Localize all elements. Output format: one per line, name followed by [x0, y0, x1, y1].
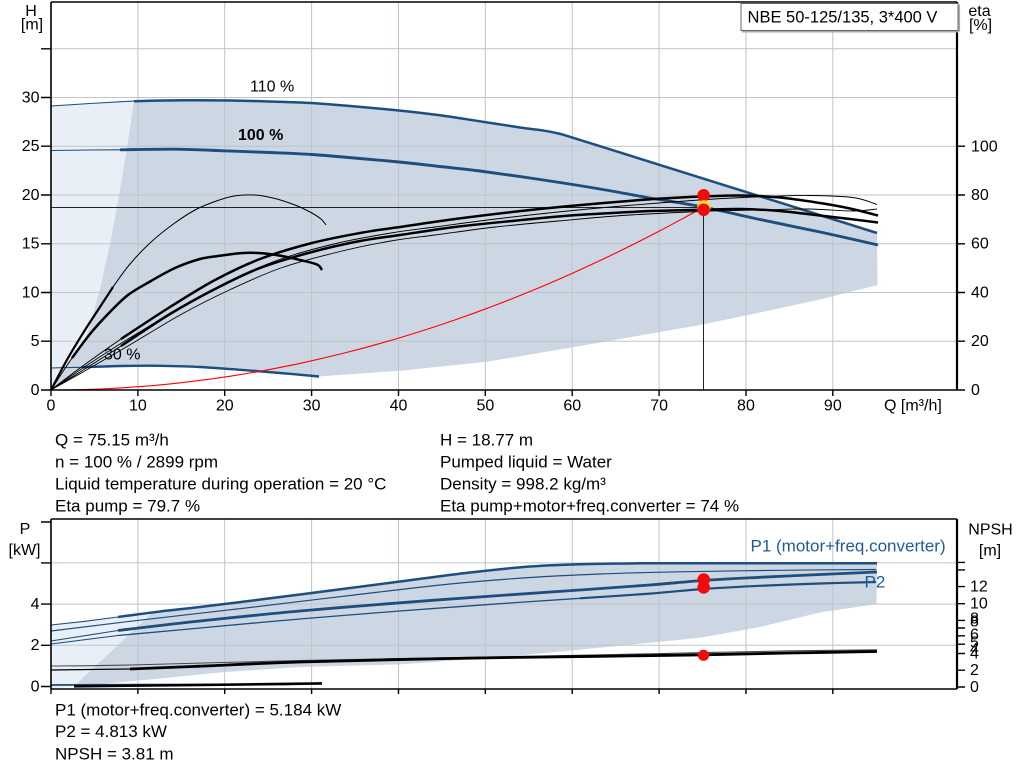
svg-text:90: 90 [824, 398, 842, 415]
svg-text:P: P [20, 521, 31, 538]
svg-text:30 %: 30 % [104, 347, 140, 364]
svg-text:60: 60 [971, 236, 989, 253]
svg-text:15: 15 [22, 236, 40, 253]
svg-text:100 %: 100 % [238, 127, 283, 144]
svg-text:NPSH = 3.81 m: NPSH = 3.81 m [55, 745, 174, 764]
svg-text:Density = 998.2 kg/m³: Density = 998.2 kg/m³ [440, 475, 606, 494]
svg-text:Eta pump = 79.7 %: Eta pump = 79.7 % [55, 497, 200, 516]
svg-text:10: 10 [129, 398, 147, 415]
svg-text:20: 20 [216, 398, 234, 415]
svg-text:H = 18.77 m: H = 18.77 m [440, 431, 533, 450]
svg-text:[%]: [%] [969, 17, 992, 34]
svg-text:P2: P2 [865, 573, 886, 592]
svg-text:Pumped liquid = Water: Pumped liquid = Water [440, 453, 612, 472]
svg-text:[m]: [m] [979, 543, 1001, 560]
svg-text:eta: eta [968, 3, 990, 20]
svg-text:P2 = 4.813 kW: P2 = 4.813 kW [55, 722, 167, 741]
svg-text:0: 0 [47, 398, 56, 415]
svg-text:20: 20 [971, 333, 989, 350]
svg-text:8: 8 [970, 610, 979, 627]
svg-text:8: 8 [970, 613, 979, 630]
svg-text:H: H [25, 3, 37, 20]
svg-text:Q = 75.15 m³/h: Q = 75.15 m³/h [55, 431, 169, 450]
svg-text:NPSH: NPSH [968, 522, 1012, 539]
svg-text:30: 30 [303, 398, 321, 415]
svg-text:10: 10 [22, 284, 40, 301]
svg-text:Q [m³/h]: Q [m³/h] [884, 398, 942, 415]
svg-text:20: 20 [22, 187, 40, 204]
svg-text:70: 70 [650, 398, 668, 415]
svg-text:0: 0 [31, 382, 40, 399]
svg-text:40: 40 [971, 284, 989, 301]
svg-text:Liquid temperature during oper: Liquid temperature during operation = 20… [55, 475, 386, 494]
svg-text:80: 80 [971, 187, 989, 204]
svg-text:0: 0 [31, 678, 40, 695]
svg-text:4: 4 [31, 596, 40, 613]
svg-text:NBE 50-125/135, 3*400 V: NBE 50-125/135, 3*400 V [748, 9, 938, 27]
svg-text:[kW]: [kW] [9, 542, 41, 559]
svg-text:50: 50 [476, 398, 494, 415]
svg-text:25: 25 [22, 138, 40, 155]
svg-text:60: 60 [563, 398, 581, 415]
svg-text:P1 (motor+freq.converter) = 5.: P1 (motor+freq.converter) = 5.184 kW [55, 701, 341, 720]
svg-text:0: 0 [970, 679, 979, 696]
svg-text:5: 5 [31, 333, 40, 350]
svg-text:[m]: [m] [21, 17, 43, 34]
svg-text:30: 30 [22, 89, 40, 106]
svg-text:4: 4 [970, 646, 979, 663]
svg-text:2: 2 [970, 662, 979, 679]
svg-text:40: 40 [390, 398, 408, 415]
svg-text:4: 4 [970, 641, 979, 658]
svg-text:80: 80 [737, 398, 755, 415]
svg-text:n = 100 % / 2899 rpm: n = 100 % / 2899 rpm [55, 453, 218, 472]
svg-text:10: 10 [970, 596, 988, 613]
svg-text:100: 100 [971, 138, 998, 155]
svg-text:2: 2 [31, 637, 40, 654]
svg-text:P1 (motor+freq.converter): P1 (motor+freq.converter) [751, 537, 946, 556]
svg-text:12: 12 [970, 578, 988, 595]
svg-text:6: 6 [970, 627, 979, 644]
svg-text:0: 0 [971, 382, 980, 399]
svg-text:5: 5 [970, 635, 979, 652]
svg-text:110 %: 110 % [250, 79, 294, 96]
svg-text:Eta pump+motor+freq.converter: Eta pump+motor+freq.converter = 74 % [440, 497, 739, 516]
